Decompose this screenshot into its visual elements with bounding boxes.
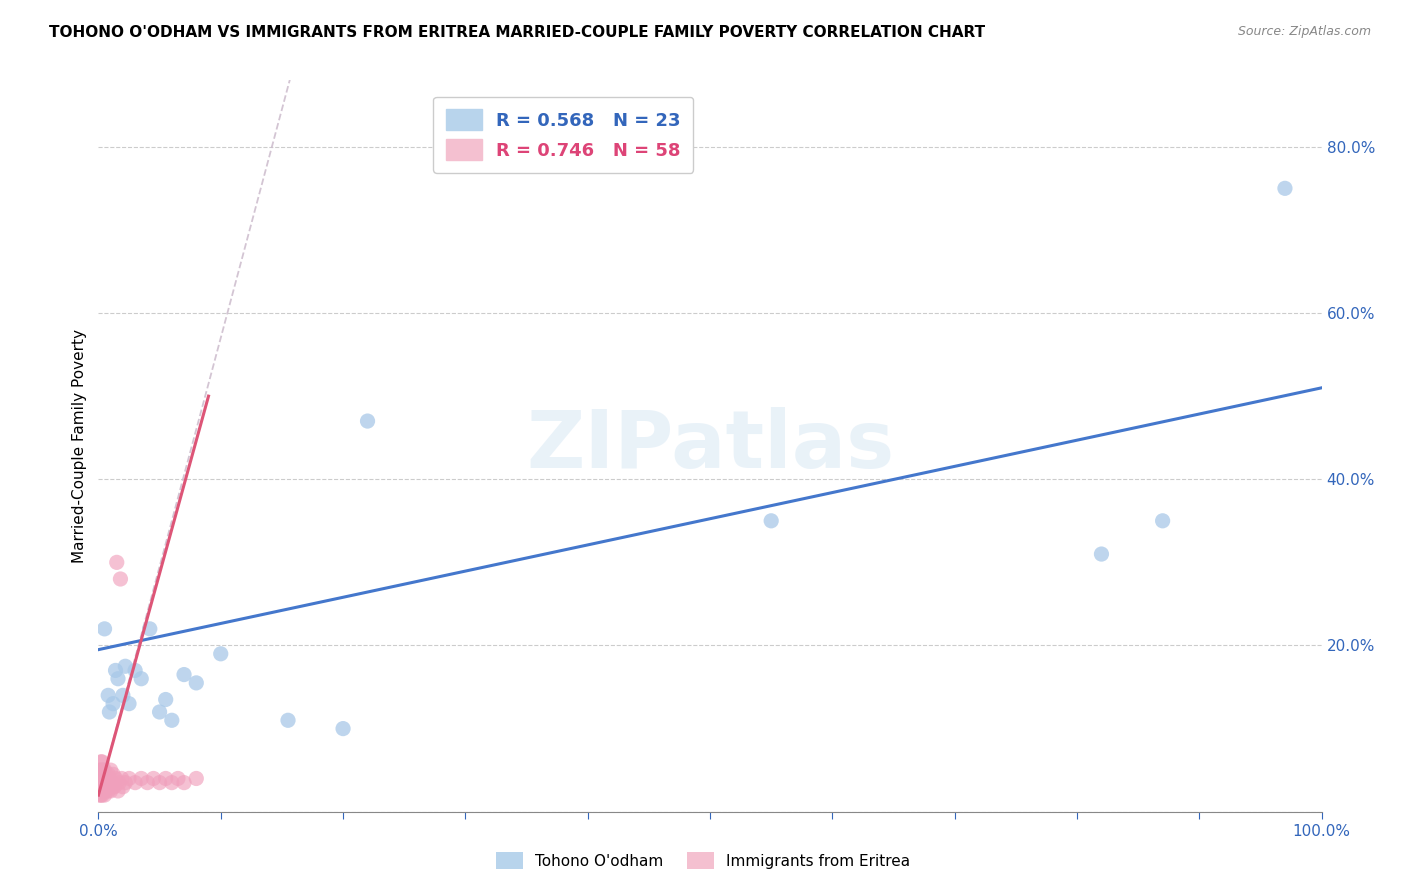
Point [118,697,141,711]
Point [129,672,152,686]
Point [97,767,120,781]
Point [101,780,124,794]
Point [124,775,146,789]
Point [111,780,134,794]
Point [155,772,177,786]
Point [173,775,195,789]
Point [111,689,134,703]
Point [97,689,120,703]
Point [91,763,114,777]
Point [90,772,112,786]
Point [93,622,115,636]
Point [90,755,112,769]
Point [186,772,208,786]
Point [91,788,114,802]
Point [160,714,183,728]
Point [90,780,112,794]
Point [90,763,112,777]
Point [91,755,114,769]
Point [89,772,111,786]
Point [101,775,124,789]
Point [101,697,124,711]
Point [139,622,162,636]
Point [94,767,117,781]
Point [91,784,114,798]
Point [104,772,127,786]
Point [173,667,195,681]
Point [91,763,114,777]
Point [89,788,111,802]
Point [167,772,190,786]
Point [129,772,152,786]
Legend: R = 0.568   N = 23, R = 0.746   N = 58: R = 0.568 N = 23, R = 0.746 N = 58 [433,96,693,173]
Point [103,780,125,794]
Text: Source: ZipAtlas.com: Source: ZipAtlas.com [1237,25,1371,38]
Point [149,775,172,789]
Point [110,572,132,586]
Point [107,784,129,798]
Point [107,672,129,686]
Point [100,763,122,777]
Point [142,772,165,786]
Point [93,780,115,794]
Point [94,775,117,789]
Point [94,784,117,798]
Point [104,664,127,678]
Point [96,772,118,786]
Point [105,555,128,569]
Point [356,414,378,428]
Point [89,775,111,789]
Point [124,664,146,678]
Point [89,784,111,798]
Point [98,705,121,719]
Point [761,514,783,528]
Y-axis label: Married-Couple Family Poverty: Married-Couple Family Poverty [72,329,87,563]
Point [98,780,121,794]
Point [93,763,115,777]
Point [277,714,299,728]
Point [89,780,111,794]
Point [111,772,134,786]
Legend: Tohono O'odham, Immigrants from Eritrea: Tohono O'odham, Immigrants from Eritrea [489,846,917,875]
Text: TOHONO O'ODHAM VS IMMIGRANTS FROM ERITREA MARRIED-COUPLE FAMILY POVERTY CORRELAT: TOHONO O'ODHAM VS IMMIGRANTS FROM ERITRE… [49,25,986,40]
Point [108,775,131,789]
Point [97,784,120,798]
Point [332,722,354,736]
Point [89,763,111,777]
Point [96,780,118,794]
Point [209,647,232,661]
Point [160,775,183,789]
Point [114,775,136,789]
Text: ZIPatlas: ZIPatlas [526,407,894,485]
Point [90,788,112,802]
Point [114,659,136,673]
Point [136,775,159,789]
Point [98,772,121,786]
Point [100,784,122,798]
Point [155,692,177,706]
Point [1090,547,1112,561]
Point [93,788,115,802]
Point [91,780,114,794]
Point [186,676,208,690]
Point [1274,181,1296,195]
Point [1152,514,1174,528]
Point [91,767,114,781]
Point [149,705,172,719]
Point [91,772,114,786]
Point [91,775,114,789]
Point [118,772,141,786]
Point [93,772,115,786]
Point [101,767,124,781]
